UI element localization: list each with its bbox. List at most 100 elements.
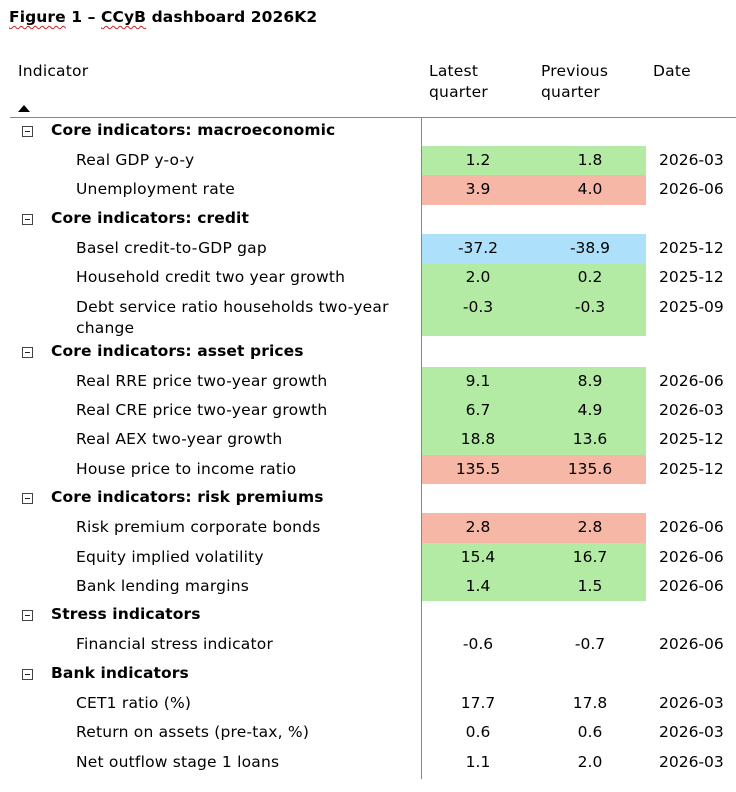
- group-label: Stress indicators: [51, 605, 201, 624]
- indicator-label: Risk premium corporate bonds: [76, 518, 321, 537]
- previous-quarter-cell: -0.7: [574, 635, 606, 654]
- date-cell: 2025-12: [659, 430, 724, 449]
- latest-quarter-cell: 1.1: [465, 752, 491, 771]
- group-label: Bank indicators: [51, 663, 189, 682]
- group-header-row[interactable]: Bank indicators: [0, 660, 736, 689]
- indicator-row[interactable]: Unemployment rate 3.9 4.0 2026-06: [0, 175, 736, 205]
- indicator-label: Unemployment rate: [76, 180, 235, 199]
- latest-quarter-cell: 135.5: [422, 454, 534, 485]
- figure-title-suffix: dashboard 2026K2: [146, 8, 318, 26]
- figure-title-prefix: Figure: [9, 8, 66, 26]
- previous-quarter-cell: -38.9: [534, 233, 646, 264]
- date-cell: 2025-09: [659, 297, 724, 316]
- latest-quarter-cell: 17.7: [460, 693, 496, 712]
- sort-ascending-icon[interactable]: [18, 105, 30, 112]
- column-divider: [421, 118, 422, 779]
- previous-quarter-cell: 2.0: [577, 752, 603, 771]
- indicator-label: Return on assets (pre-tax, %): [76, 723, 310, 742]
- date-cell: 2025-12: [659, 459, 724, 478]
- previous-quarter-cell: 16.7: [534, 542, 646, 572]
- collapse-icon[interactable]: [22, 126, 33, 137]
- indicator-row[interactable]: Real CRE price two-year growth 6.7 4.9 2026…: [0, 396, 736, 426]
- figure-title: Figure 1 – CCyB dashboard 2026K2: [9, 8, 317, 26]
- date-cell: 2026-06: [659, 180, 724, 199]
- group-label: Core indicators: credit: [51, 208, 249, 227]
- column-header-date[interactable]: Date: [653, 61, 691, 82]
- column-header-previous[interactable]: Previous quarter: [541, 61, 608, 103]
- date-cell: 2026-06: [659, 518, 724, 537]
- indicator-row[interactable]: House price to income ratio 135.5 135.6 202…: [0, 454, 736, 485]
- indicator-row[interactable]: Basel credit-to-GDP gap -37.2 -38.9 2025-12: [0, 233, 736, 264]
- column-header-latest[interactable]: Latest quarter: [429, 61, 488, 103]
- date-cell: 2026-03: [659, 151, 724, 169]
- previous-quarter-cell: 0.2: [534, 263, 646, 293]
- indicator-label: Household credit two year growth: [76, 268, 346, 287]
- column-header-latest-line2: quarter: [429, 83, 488, 101]
- previous-quarter-cell: 13.6: [534, 425, 646, 455]
- date-cell: 2025-12: [659, 268, 724, 287]
- collapse-icon[interactable]: [22, 346, 33, 358]
- indicator-row[interactable]: Equity implied volatility 15.4 16.7 2026-06: [0, 542, 736, 572]
- previous-quarter-cell: 0.6: [577, 723, 603, 742]
- indicator-label: Equity implied volatility: [76, 547, 264, 566]
- column-header-indicator[interactable]: Indicator: [18, 61, 88, 82]
- latest-quarter-cell: 1.4: [422, 572, 534, 602]
- collapse-icon[interactable]: [22, 610, 33, 622]
- indicator-row[interactable]: Return on assets (pre-tax, %) 0.6 0.6 2026-…: [0, 718, 736, 747]
- column-header-date-label: Date: [653, 62, 691, 80]
- indicator-row[interactable]: Bank lending margins 1.4 1.5 2026-06: [0, 572, 736, 602]
- indicator-row[interactable]: CET1 ratio (%) 17.7 17.8 2026-03: [0, 689, 736, 718]
- previous-quarter-cell: 4.0: [534, 175, 646, 205]
- column-header-indicator-label: Indicator: [18, 62, 89, 80]
- group-header-row[interactable]: Core indicators: asset prices: [0, 338, 736, 367]
- indicator-row[interactable]: Household credit two year growth 2.0 0.2 20…: [0, 263, 736, 293]
- indicator-label: Debt service ratio households two-year c…: [76, 297, 389, 337]
- indicator-label: House price to income ratio: [76, 459, 297, 478]
- group-header-row[interactable]: Core indicators: macroeconomic: [0, 117, 736, 146]
- date-cell: 2026-03: [659, 693, 724, 712]
- previous-quarter-cell: 8.9: [534, 366, 646, 396]
- indicator-row[interactable]: Debt service ratio households two-year c…: [0, 292, 736, 338]
- indicator-row[interactable]: Real AEX two-year growth 18.8 13.6 2025-12: [0, 425, 736, 455]
- indicator-label: Real RRE price two-year growth: [76, 371, 328, 390]
- column-header-previous-line1: Previous: [541, 62, 609, 80]
- header-divider: [10, 117, 736, 118]
- latest-quarter-cell: 3.9: [422, 175, 534, 205]
- indicator-row[interactable]: Financial stress indicator -0.6 -0.7 2026-0…: [0, 630, 736, 659]
- column-header-previous-line2: quarter: [541, 83, 600, 101]
- latest-quarter-cell: 2.0: [422, 263, 534, 293]
- date-cell: 2025-12: [659, 238, 724, 257]
- indicator-label: Bank lending margins: [76, 577, 250, 595]
- date-cell: 2026-03: [659, 752, 724, 771]
- group-label: Core indicators: macroeconomic: [51, 121, 336, 139]
- indicator-row[interactable]: Risk premium corporate bonds 2.8 2.8 2026-0…: [0, 513, 736, 543]
- date-cell: 2026-06: [659, 635, 724, 654]
- figure-title-code: CCyB: [101, 8, 147, 26]
- collapse-icon[interactable]: [22, 213, 33, 225]
- previous-quarter-cell: 2.8: [534, 513, 646, 543]
- group-header-row[interactable]: Core indicators: risk premiums: [0, 484, 736, 513]
- group-label: Core indicators: asset prices: [51, 341, 304, 360]
- indicator-row[interactable]: Real GDP y-o-y 1.2 1.8 2026-03: [0, 146, 736, 176]
- latest-quarter-cell: 9.1: [422, 366, 534, 396]
- previous-quarter-cell: 135.6: [534, 454, 646, 485]
- indicator-row[interactable]: Net outflow stage 1 loans 1.1 2.0 2026-03: [0, 748, 736, 777]
- indicator-label: Basel credit-to-GDP gap: [76, 238, 267, 257]
- group-header-row[interactable]: Stress indicators: [0, 601, 736, 630]
- previous-quarter-cell: 17.8: [572, 693, 608, 712]
- latest-quarter-cell: -0.6: [462, 635, 494, 654]
- date-cell: 2026-06: [659, 371, 724, 390]
- figure-title-number: 1 –: [65, 8, 102, 26]
- previous-quarter-cell: 4.9: [534, 396, 646, 426]
- previous-quarter-cell: 1.8: [534, 146, 646, 176]
- group-label: Core indicators: risk premiums: [51, 488, 324, 507]
- indicator-row[interactable]: Real RRE price two-year growth 9.1 8.9 2026…: [0, 366, 736, 396]
- previous-quarter-cell: -0.3: [534, 292, 646, 336]
- group-header-row[interactable]: Core indicators: credit: [0, 205, 736, 234]
- indicator-label: Net outflow stage 1 loans: [76, 752, 280, 771]
- indicator-label: Real CRE price two-year growth: [76, 401, 328, 419]
- indicator-label: Financial stress indicator: [76, 635, 274, 654]
- collapse-icon[interactable]: [22, 493, 33, 505]
- indicator-label: Real AEX two-year growth: [76, 430, 283, 449]
- collapse-icon[interactable]: [22, 668, 33, 680]
